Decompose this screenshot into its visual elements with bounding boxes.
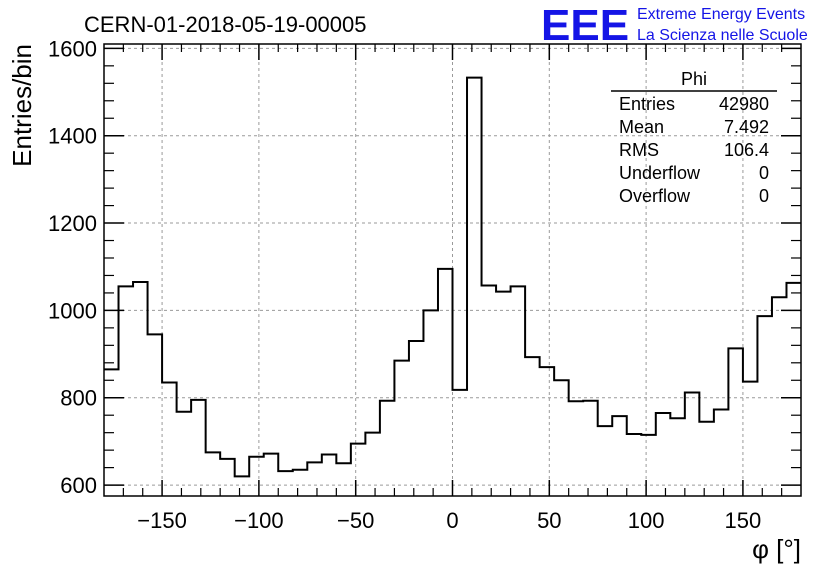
histogram-bin [612, 416, 627, 496]
histogram-bin [177, 412, 192, 496]
histogram-bin [728, 348, 743, 496]
stats-value: 106.4 [724, 140, 769, 160]
stats-label: Overflow [619, 186, 691, 206]
histogram-bin [293, 470, 308, 496]
x-tick-label: 100 [628, 508, 665, 533]
histogram-bin [714, 410, 729, 496]
histogram-bin [743, 382, 758, 496]
brand-line-1: Extreme Energy Events [637, 6, 805, 23]
histogram-bin [511, 286, 526, 496]
histogram-bin [656, 413, 671, 496]
chart-title: CERN-01-2018-05-19-00005 [84, 12, 367, 37]
stats-title: Phi [681, 69, 707, 89]
y-tick-label: 1400 [48, 124, 97, 149]
stats-label: RMS [619, 140, 659, 160]
histogram-bin [162, 382, 177, 496]
histogram-bin [133, 282, 148, 496]
histogram-bin [235, 476, 250, 496]
histogram-bin [438, 269, 453, 496]
histogram-bin [786, 283, 801, 496]
y-tick-label: 1600 [48, 36, 97, 61]
stats-label: Mean [619, 117, 664, 137]
histogram-bin [496, 292, 511, 496]
histogram-bin [685, 392, 700, 496]
x-tick-label: −150 [137, 508, 187, 533]
axis-ticks [104, 44, 801, 496]
histogram-bin [148, 334, 163, 496]
stats-value: 0 [759, 163, 769, 183]
stats-value: 7.492 [724, 117, 769, 137]
plot-frame [103, 43, 802, 497]
histogram-bin [569, 401, 584, 496]
y-tick-label: 1000 [48, 298, 97, 323]
histogram-bin [772, 297, 787, 496]
y-tick-label: 800 [60, 386, 97, 411]
x-tick-labels: −150 −100 −50 0 50 100 150 [137, 508, 761, 533]
x-tick-label: −100 [234, 508, 284, 533]
stats-label: Underflow [619, 163, 701, 183]
x-tick-label: 150 [725, 508, 762, 533]
histogram-bin [380, 401, 395, 496]
histogram-bin [206, 452, 221, 496]
histogram-bin [351, 444, 366, 496]
histogram-bin [540, 367, 555, 496]
histogram-bin [670, 418, 685, 496]
x-tick-label: 50 [537, 508, 561, 533]
histogram-bin [482, 286, 497, 496]
histogram-bin [757, 316, 772, 496]
y-tick-label: 600 [60, 473, 97, 498]
histogram-bin [278, 471, 293, 496]
stats-label: Entries [619, 94, 675, 114]
histogram-bin [322, 455, 337, 496]
histogram-bin [583, 401, 598, 496]
y-tick-labels: 600 800 1000 1200 1400 1600 [48, 36, 97, 498]
eee-logo: EEE [541, 1, 629, 50]
histogram-bin [423, 310, 438, 496]
histogram-bin [119, 286, 134, 496]
stats-value: 42980 [719, 94, 769, 114]
stats-box: Phi Entries 42980 Mean 7.492 RMS 106.4 Underfl… [611, 69, 777, 206]
histogram-bin [249, 457, 264, 496]
histogram-bin [453, 390, 468, 496]
histogram-bin [264, 454, 279, 496]
y-axis-title: Entries/bin [7, 44, 37, 167]
x-tick-label: 0 [446, 508, 458, 533]
histogram-bin [394, 361, 409, 496]
histogram-bin [525, 357, 540, 496]
histogram-outline [104, 76, 801, 478]
histogram-bin [641, 435, 656, 496]
stats-value: 0 [759, 186, 769, 206]
stats-rows: Entries 42980 Mean 7.492 RMS 106.4 Underflow 0 O… [619, 94, 769, 206]
y-tick-label: 1200 [48, 211, 97, 236]
histogram-bin [336, 463, 351, 496]
histogram-bin [307, 462, 322, 496]
histogram-bin [627, 434, 642, 496]
histogram-bin [467, 78, 482, 496]
histogram-bin [409, 341, 424, 496]
brand-line-2: La Scienza nelle Scuole [637, 27, 808, 44]
x-axis-title: φ [°] [752, 534, 801, 564]
histogram-bin [365, 433, 380, 496]
histogram-bin [191, 400, 206, 496]
x-tick-label: −50 [337, 508, 374, 533]
histogram-bin [220, 459, 235, 496]
